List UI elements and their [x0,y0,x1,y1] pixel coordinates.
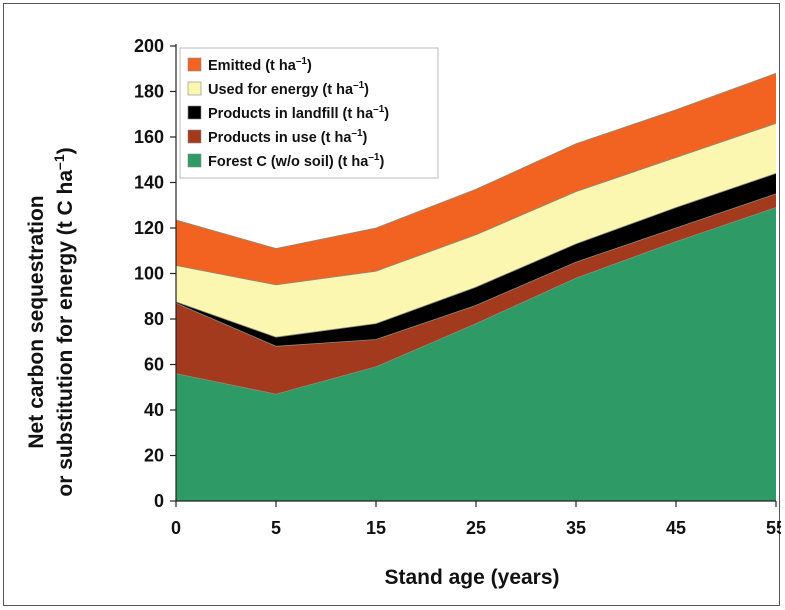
y-tick-label: 0 [154,491,164,511]
y-axis-title-line2: or substitution for energy (t C ha–1) [51,147,77,496]
y-tick-label: 160 [134,127,164,147]
legend-swatch-forest [187,153,202,168]
x-tick-label: 55 [766,518,781,538]
legend-label-energy: Used for energy (t ha–1) [208,80,369,98]
area-energy [176,123,776,338]
x-tick-label: 0 [171,518,181,538]
area-inuse [176,193,776,395]
legend: Emitted (t ha–1) Used for energy (t ha–1)… [179,47,439,179]
area-edge-energy [175,123,777,286]
y-tick-label: 100 [134,264,164,284]
legend-swatch-emitted [187,57,202,72]
y-axis-title: Net carbon sequestration or substitution… [25,147,77,496]
x-axis-title: Stand age (years) [384,566,559,589]
y-tick-label: 120 [134,218,164,238]
y-tick-label: 40 [144,400,164,420]
x-tick-label: 15 [366,518,386,538]
x-axis-ticks: 0 5 15 25 35 45 55 [171,501,781,538]
y-tick-label: 140 [134,173,164,193]
y-tick-label: 60 [144,355,164,375]
legend-swatch-energy [187,81,202,96]
area-edge-inuse [175,193,777,347]
y-tick-label: 80 [144,309,164,329]
legend-label-inuse: Products in use (t ha–1) [208,128,368,146]
area-edge-landfill [175,173,777,338]
x-tick-label: 45 [666,518,686,538]
y-tick-label: 200 [134,36,164,56]
legend-swatch-landfill [187,105,202,120]
y-axis-title-line2-main: or substitution for energy (t C ha [54,170,77,497]
figure-frame: 0 20 40 60 80 100 120 140 160 180 200 0 5 15 25 35 45 55… [3,3,781,606]
legend-label-landfill: Products in landfill (t ha–1) [208,104,389,122]
x-tick-label: 5 [271,518,281,538]
y-axis-title-close: ) [54,147,77,154]
area-chart: 0 20 40 60 80 100 120 140 160 180 200 0 5 15 25 35 45 55… [25,36,781,589]
y-tick-label: 20 [144,446,164,466]
y-axis-title-sup: –1 [51,154,67,170]
area-emitted [176,73,776,285]
stacked-areas [175,72,777,501]
x-tick-label: 35 [566,518,586,538]
area-edge-emitted [175,72,777,249]
legend-label-emitted: Emitted (t ha–1) [208,56,312,74]
legend-swatch-inuse [187,129,202,144]
y-axis-ticks: 0 20 40 60 80 100 120 140 160 180 200 [134,36,176,511]
y-axis-title-line1: Net carbon sequestration [25,195,48,448]
legend-label-forest: Forest C (w/o soil) (t ha–1) [208,152,384,170]
legend-box [179,47,439,179]
x-tick-label: 25 [466,518,486,538]
area-forest [176,207,776,501]
area-edge-forest [175,207,777,395]
y-tick-label: 180 [134,82,164,102]
